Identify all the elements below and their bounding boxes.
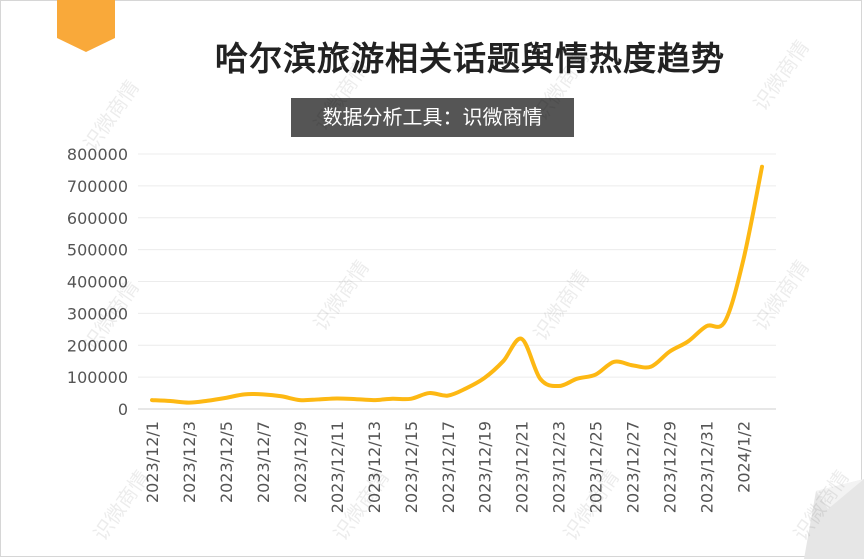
page-curl-fold <box>816 479 864 509</box>
x-tick-label: 2023/12/19 <box>476 421 495 513</box>
x-tick-label: 2023/12/7 <box>254 421 273 503</box>
x-tick-label: 2023/12/31 <box>698 421 717 513</box>
y-tick-label: 100000 <box>67 368 128 387</box>
x-tick-label: 2023/12/25 <box>587 421 606 513</box>
y-tick-label: 0 <box>118 400 128 419</box>
x-tick-label: 2023/12/3 <box>180 421 199 503</box>
page-curl-icon <box>804 479 864 559</box>
y-tick-label: 200000 <box>67 336 128 355</box>
x-tick-label: 2023/12/21 <box>513 421 532 513</box>
tab-ribbon-shape <box>57 0 115 52</box>
series-layer <box>150 164 764 405</box>
x-tick-label: 2023/12/27 <box>624 421 643 513</box>
x-tick-label: 2023/12/29 <box>661 421 680 513</box>
x-tick-label: 2023/12/15 <box>402 421 421 513</box>
y-tick-label: 500000 <box>67 241 128 260</box>
y-tick-label: 700000 <box>67 177 128 196</box>
x-tick-label: 2023/12/23 <box>550 421 569 513</box>
series-line <box>150 164 764 405</box>
x-tick-label: 2023/12/13 <box>365 421 384 513</box>
x-tick-label: 2023/12/5 <box>217 421 236 503</box>
x-tick-label: 2023/12/11 <box>328 421 347 513</box>
x-tick-label: 2023/12/9 <box>291 421 310 503</box>
chart-subtitle: 数据分析工具：识微商情 <box>291 98 574 137</box>
x-axis: 2023/12/1 2023/12/3 2023/12/5 2023/12/7 2023… <box>143 421 754 513</box>
gridlines <box>138 153 776 410</box>
y-tick-label: 800000 <box>67 145 128 164</box>
chart-title: 哈尔滨旅游相关话题舆情热度趋势 <box>215 39 725 78</box>
y-tick-label: 400000 <box>67 273 128 292</box>
page-curl-shape <box>804 479 864 559</box>
y-axis: 800000 700000 600000 500000 400000 300000 2000… <box>67 145 128 419</box>
y-tick-label: 600000 <box>67 209 128 228</box>
x-tick-label: 2024/1/2 <box>735 421 754 493</box>
y-tick-label: 300000 <box>67 304 128 323</box>
x-tick-label: 2023/12/17 <box>439 421 458 513</box>
tab-ribbon <box>57 0 115 52</box>
x-tick-label: 2023/12/1 <box>143 421 162 503</box>
